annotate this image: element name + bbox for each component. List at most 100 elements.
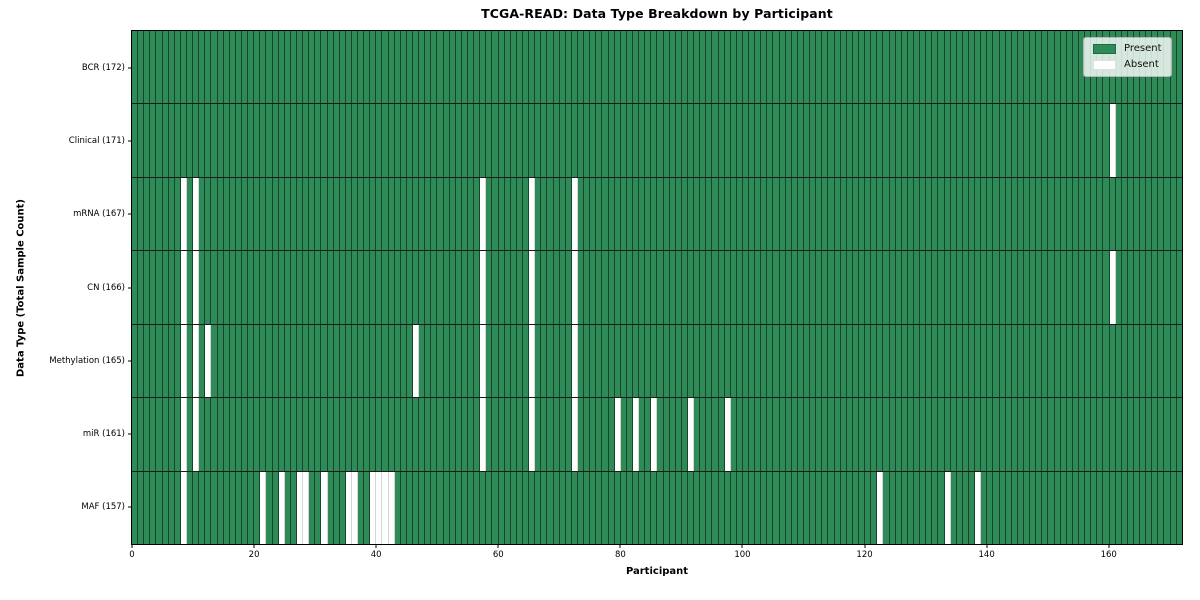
heatmap-cell-present	[535, 31, 542, 104]
heatmap-cell-present	[749, 251, 756, 324]
heatmap-cell-present	[492, 177, 499, 251]
heatmap-cell-present	[871, 104, 878, 177]
heatmap-cell-present	[370, 324, 377, 398]
heatmap-cell-present	[284, 177, 291, 251]
heatmap-cell-present	[981, 251, 988, 324]
heatmap-cell-present	[443, 398, 450, 471]
heatmap-cell-present	[186, 251, 194, 324]
heatmap-cell-present	[804, 251, 811, 324]
heatmap-cell-present	[565, 31, 572, 104]
heatmap-cell-present	[962, 177, 969, 251]
heatmap-cell-present	[260, 251, 267, 324]
heatmap-cell-absent	[529, 398, 536, 471]
heatmap-cell-present	[584, 177, 591, 251]
heatmap-cell-present	[1054, 251, 1061, 324]
heatmap-cell-present	[327, 471, 334, 544]
heatmap-cell-present	[168, 177, 175, 251]
heatmap-cell-present	[687, 104, 695, 177]
heatmap-cell-absent	[205, 324, 212, 398]
heatmap-cell-present	[449, 324, 456, 398]
heatmap-cell-present	[1011, 104, 1018, 177]
heatmap-cell-present	[577, 31, 585, 104]
heatmap-cell-present	[345, 324, 352, 398]
heatmap-cell-present	[431, 324, 438, 398]
heatmap-cell-present	[804, 324, 811, 398]
heatmap-cell-present	[523, 31, 530, 104]
heatmap-cell-present	[981, 324, 988, 398]
heatmap-cell-present	[852, 324, 860, 398]
heatmap-cell-present	[199, 471, 206, 544]
heatmap-cell-present	[767, 471, 774, 544]
heatmap-cell-present	[632, 104, 640, 177]
heatmap-cell-present	[217, 471, 224, 544]
heatmap-cell-present	[999, 31, 1006, 104]
heatmap-cell-present	[1066, 177, 1073, 251]
heatmap-cell-present	[205, 471, 212, 544]
heatmap-cell-present	[193, 104, 200, 177]
heatmap-cell-present	[516, 177, 523, 251]
heatmap-cell-present	[816, 104, 823, 177]
heatmap-cell-present	[742, 177, 750, 251]
heatmap-cell-present	[1011, 251, 1018, 324]
heatmap-cell-absent	[193, 251, 200, 324]
heatmap-cell-present	[309, 31, 316, 104]
heatmap-cell-present	[687, 324, 695, 398]
heatmap-cell-present	[468, 324, 475, 398]
heatmap-cell-present	[461, 104, 469, 177]
heatmap-cell-present	[1121, 251, 1128, 324]
heatmap-cell-present	[846, 31, 853, 104]
heatmap-cell-present	[1036, 324, 1043, 398]
heatmap-cell-present	[406, 177, 414, 251]
heatmap-cell-present	[932, 31, 939, 104]
heatmap-cell-present	[1127, 324, 1134, 398]
heatmap-cell-present	[1127, 398, 1134, 471]
heatmap-cell-present	[700, 31, 707, 104]
heatmap-cell-present	[260, 177, 267, 251]
heatmap-cell-present	[529, 104, 536, 177]
heatmap-cell-absent	[193, 398, 200, 471]
heatmap-cell-present	[1103, 471, 1110, 544]
heatmap-cell-present	[345, 398, 352, 471]
heatmap-cell-present	[229, 398, 236, 471]
heatmap-cell-present	[883, 324, 890, 398]
heatmap-cell-present	[516, 251, 523, 324]
heatmap-cell-present	[1048, 324, 1055, 398]
heatmap-cell-present	[419, 104, 426, 177]
heatmap-cell-present	[168, 251, 175, 324]
heatmap-cell-present	[687, 251, 695, 324]
heatmap-cell-present	[932, 104, 939, 177]
heatmap-cell-present	[1127, 104, 1134, 177]
heatmap-cell-absent	[632, 398, 640, 471]
heatmap-cell-present	[248, 251, 255, 324]
heatmap-cell-absent	[193, 177, 200, 251]
heatmap-cell-present	[590, 31, 597, 104]
heatmap-cell-present	[425, 398, 432, 471]
heatmap-cell-absent	[303, 471, 310, 544]
heatmap-cell-present	[1164, 177, 1171, 251]
heatmap-cell-present	[523, 104, 530, 177]
heatmap-cell-present	[480, 471, 487, 544]
heatmap-cell-absent	[180, 177, 187, 251]
heatmap-cell-present	[907, 471, 914, 544]
heatmap-cell-present	[883, 104, 890, 177]
heatmap-cell-present	[938, 31, 945, 104]
heatmap-cell-present	[755, 471, 762, 544]
heatmap-cell-present	[419, 251, 426, 324]
heatmap-cell-present	[651, 104, 658, 177]
heatmap-cell-present	[345, 104, 352, 177]
heatmap-cell-present	[144, 251, 151, 324]
heatmap-cell-present	[993, 31, 1000, 104]
heatmap-cell-present	[510, 31, 517, 104]
heatmap-cell-present	[1042, 398, 1049, 471]
heatmap-cell-present	[651, 177, 658, 251]
heatmap-cell-present	[156, 471, 163, 544]
heatmap-cell-present	[553, 398, 560, 471]
heatmap-cell-present	[981, 177, 988, 251]
heatmap-cell-present	[132, 398, 139, 471]
heatmap-cell-present	[547, 104, 554, 177]
heatmap-cell-present	[914, 104, 921, 177]
heatmap-cell-present	[1133, 251, 1141, 324]
heatmap-cell-present	[254, 104, 261, 177]
heatmap-cell-present	[480, 104, 487, 177]
heatmap-cell-present	[981, 398, 988, 471]
